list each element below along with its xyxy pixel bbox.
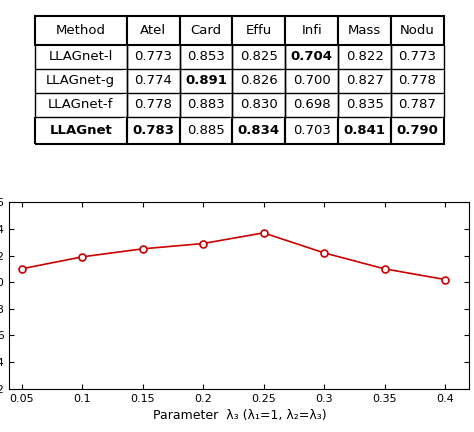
X-axis label: Parameter  λ₃ (λ₁=1, λ₂=λ₃): Parameter λ₃ (λ₁=1, λ₂=λ₃): [153, 409, 326, 422]
